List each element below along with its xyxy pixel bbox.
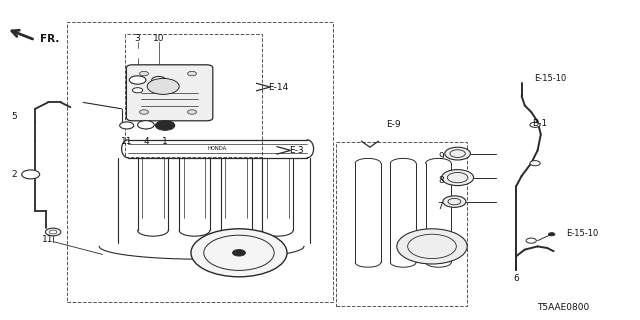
Circle shape [204, 235, 274, 270]
Circle shape [22, 170, 40, 179]
Circle shape [188, 110, 196, 114]
Circle shape [548, 233, 555, 236]
Text: 10: 10 [153, 34, 164, 43]
Text: 11: 11 [121, 137, 132, 146]
Circle shape [49, 230, 57, 234]
Text: 6: 6 [514, 274, 519, 283]
Text: 7: 7 [438, 202, 443, 211]
Bar [336, 142, 467, 306]
Circle shape [120, 122, 134, 129]
Circle shape [188, 71, 196, 76]
Circle shape [442, 170, 474, 186]
Bar [67, 22, 333, 302]
Text: 4: 4 [143, 137, 148, 146]
Circle shape [140, 110, 148, 114]
Circle shape [140, 71, 148, 76]
Circle shape [443, 196, 466, 207]
Text: E-15-10: E-15-10 [534, 74, 566, 83]
Circle shape [156, 121, 175, 130]
Circle shape [132, 88, 143, 93]
Text: E-9: E-9 [387, 120, 401, 129]
Circle shape [408, 234, 456, 259]
Circle shape [191, 229, 287, 277]
Circle shape [232, 250, 245, 256]
Circle shape [397, 229, 467, 264]
Bar [125, 34, 262, 157]
FancyBboxPatch shape [127, 65, 212, 121]
Circle shape [448, 198, 461, 205]
Text: HONDA: HONDA [208, 146, 227, 151]
Circle shape [445, 147, 470, 160]
Text: T5AAE0800: T5AAE0800 [537, 303, 589, 312]
Text: 9: 9 [439, 152, 444, 161]
Text: 8: 8 [439, 176, 444, 185]
Text: 1: 1 [163, 137, 168, 146]
Text: E-15-10: E-15-10 [566, 229, 598, 238]
Circle shape [450, 150, 465, 157]
Text: E-14: E-14 [268, 83, 289, 92]
Text: 5: 5 [12, 112, 17, 121]
Circle shape [447, 172, 468, 183]
Circle shape [147, 78, 179, 94]
Circle shape [526, 238, 536, 243]
Circle shape [45, 228, 61, 236]
Text: E-3: E-3 [289, 146, 303, 155]
Text: 2: 2 [12, 170, 17, 179]
Circle shape [530, 122, 540, 127]
Circle shape [138, 121, 154, 129]
Text: FR.: FR. [40, 34, 60, 44]
Text: 11: 11 [42, 236, 54, 244]
Circle shape [129, 76, 146, 84]
Text: 3: 3 [135, 34, 140, 43]
Text: B-1: B-1 [532, 119, 547, 128]
Circle shape [530, 161, 540, 166]
Circle shape [152, 76, 166, 84]
